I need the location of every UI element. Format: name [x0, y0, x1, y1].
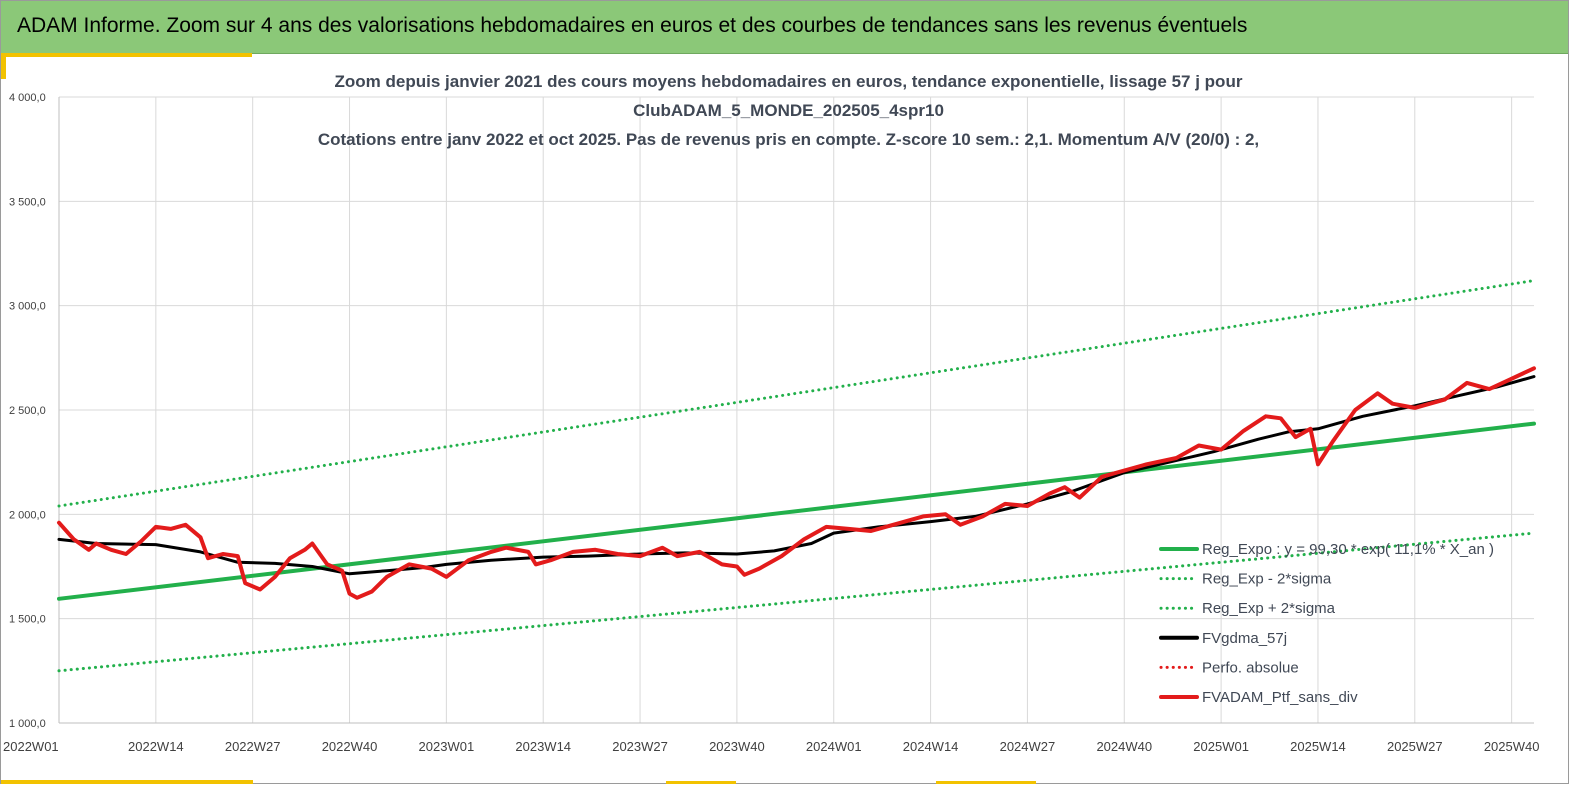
x-tick-label: 2023W01: [419, 739, 475, 754]
accent-bar-left: [1, 53, 6, 79]
x-tick-label: 2022W27: [225, 739, 281, 754]
chart-title-line-1: Zoom depuis janvier 2021 des cours moyen…: [334, 72, 1243, 91]
y-tick-label: 2 000,0: [9, 509, 46, 521]
y-tick-label: 4 000,0: [9, 92, 46, 104]
x-tick-label: 2023W14: [515, 739, 571, 754]
x-tick-label: 2024W40: [1096, 739, 1152, 754]
series-line-5: [57, 366, 1536, 600]
chart-title-line-3: Cotations entre janv 2022 et oct 2025. P…: [317, 130, 1260, 149]
y-tick-label: 1 500,0: [9, 614, 46, 626]
title-banner: ADAM Informe. Zoom sur 4 ans des valoris…: [1, 1, 1568, 54]
chart-title-line-2: ClubADAM_5_MONDE_202505_4spr10: [633, 101, 944, 120]
x-tick-label: 2022W14: [128, 739, 184, 754]
x-tick-label: 2023W27: [612, 739, 668, 754]
y-tick-label: 2 500,0: [9, 405, 46, 417]
x-tick-label: 2025W27: [1387, 739, 1443, 754]
x-tick-label: 2022W01: [3, 739, 59, 754]
series-line-2: [57, 279, 1536, 508]
x-tick-label: 2024W01: [806, 739, 862, 754]
series-line-0: [57, 421, 1536, 601]
legend-label-5: FVADAM_Ptf_sans_div: [1202, 689, 1358, 706]
x-tick-label: 2023W40: [709, 739, 765, 754]
legend-label-4: Perfo. absolue: [1202, 659, 1299, 676]
x-tick-label: 2025W40: [1484, 739, 1540, 754]
accent-bar-bottom-3: [936, 781, 1036, 784]
legend-label-3: FVgdma_57j: [1202, 630, 1287, 647]
page-title: ADAM Informe. Zoom sur 4 ans des valoris…: [17, 14, 1248, 37]
x-tick-label: 2022W40: [322, 739, 378, 754]
y-tick-label: 1 000,0: [9, 718, 46, 730]
y-tick-label: 3 000,0: [9, 301, 46, 313]
x-tick-label: 2025W01: [1193, 739, 1249, 754]
legend-label-2: Reg_Exp + 2*sigma: [1202, 600, 1336, 617]
accent-bar-bottom-2: [666, 781, 736, 784]
accent-bar-bottom: [1, 780, 253, 784]
x-tick-label: 2024W14: [903, 739, 959, 754]
legend-label-0: Reg_Expo : y = 99,30 * exp( 11,1% * X_an…: [1202, 541, 1494, 558]
accent-bar-top: [6, 53, 252, 57]
x-tick-label: 2025W14: [1290, 739, 1346, 754]
y-tick-label: 3 500,0: [9, 196, 46, 208]
x-tick-label: 2024W27: [1000, 739, 1056, 754]
legend-label-1: Reg_Exp - 2*sigma: [1202, 571, 1332, 588]
